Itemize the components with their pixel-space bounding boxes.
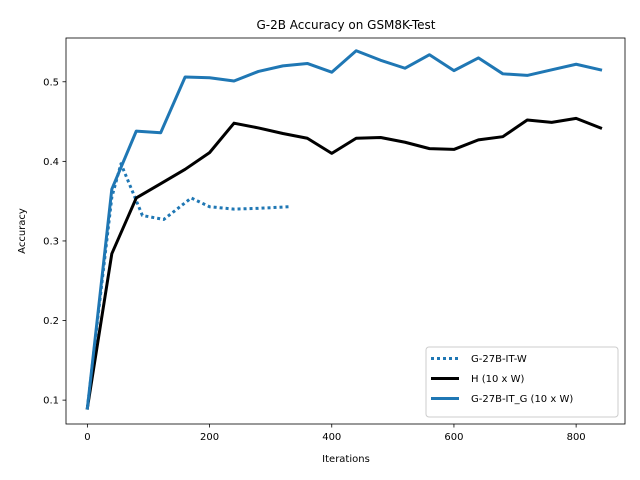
x-tick-label: 0 [84, 432, 90, 443]
y-tick-label: 0.5 [43, 77, 59, 88]
chart-title: G-2B Accuracy on GSM8K-Test [256, 18, 435, 32]
y-tick-label: 0.1 [43, 396, 59, 407]
x-tick-label: 200 [200, 432, 219, 443]
legend-label-0: G-27B-IT-W [471, 354, 527, 365]
legend-box [425, 346, 619, 418]
y-axis-label: Accuracy [17, 208, 28, 254]
x-axis-label: Iterations [322, 454, 370, 465]
series-line-0 [85, 162, 290, 409]
y-tick-label: 0.3 [43, 236, 59, 247]
series-line-1 [85, 116, 603, 410]
y-tick-label: 0.4 [43, 157, 59, 168]
y-axis-ticks: 0.1 0.2 0.3 0.4 0.5 [43, 77, 66, 407]
legend: G-27B-IT-W H (10 x W) G-27B-IT_G (10 x W) [425, 346, 619, 418]
series-layer [85, 49, 603, 410]
x-tick-label: 400 [322, 432, 341, 443]
legend-label-2: G-27B-IT_G (10 x W) [471, 394, 573, 405]
series-line-2 [85, 49, 603, 410]
legend-label-1: H (10 x W) [471, 374, 524, 385]
y-tick-label: 0.2 [43, 316, 59, 327]
plot-area: 0 200 400 600 800 0.1 0.2 0.3 0.4 0.5 [43, 37, 626, 443]
x-tick-label: 600 [444, 432, 463, 443]
x-tick-label: 800 [567, 432, 586, 443]
x-axis-ticks: 0 200 400 600 800 [84, 424, 586, 443]
plot-frame [65, 37, 626, 425]
